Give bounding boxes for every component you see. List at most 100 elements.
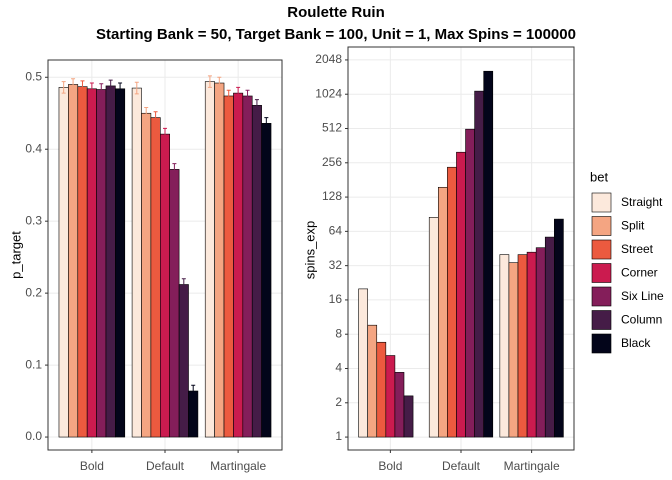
error-bar — [118, 82, 123, 96]
x-tick-label: Default — [442, 459, 481, 473]
error-bar — [226, 89, 231, 103]
error-bar — [264, 117, 269, 130]
error-bar — [108, 79, 113, 93]
error-bar — [236, 86, 241, 100]
bar — [188, 390, 199, 438]
y-tick-label: 0.0 — [25, 429, 42, 443]
bar — [367, 324, 378, 438]
y-tick-label: 1024 — [315, 86, 342, 100]
error-bar — [61, 81, 66, 94]
bar — [376, 341, 387, 438]
y-tick-label: 1 — [335, 429, 342, 443]
bar — [385, 355, 396, 438]
legend-title: bet — [590, 169, 608, 184]
bar — [204, 81, 215, 438]
legend-key — [591, 216, 612, 236]
panel-border — [347, 46, 575, 451]
bar — [86, 88, 97, 438]
error-bar — [245, 89, 250, 103]
error-bar — [254, 99, 259, 112]
legend-key — [591, 310, 612, 330]
bar — [223, 95, 234, 438]
y-axis-title: p_target — [8, 231, 23, 279]
bar — [105, 85, 116, 438]
bar — [68, 84, 79, 438]
y-tick-label: 16 — [329, 292, 343, 306]
x-tick-label: Default — [146, 459, 185, 473]
legend-key — [591, 333, 612, 354]
x-tick-label: Bold — [80, 459, 104, 473]
error-bar — [80, 80, 85, 93]
bar — [499, 254, 510, 438]
x-tick-label: Martingale — [504, 459, 560, 473]
x-tick-label: Bold — [378, 459, 402, 473]
y-tick-label: 0.3 — [25, 213, 42, 227]
bar — [428, 217, 439, 438]
legend-label: Six Line — [621, 289, 664, 303]
bar — [58, 87, 69, 438]
chart-subtitle: Starting Bank = 50, Target Bank = 100, U… — [96, 26, 576, 43]
error-bar — [163, 127, 167, 141]
bar — [437, 186, 448, 438]
y-tick-label: 8 — [335, 326, 342, 340]
y-tick-label: 2048 — [315, 52, 342, 66]
error-bar — [217, 76, 222, 90]
bar — [115, 88, 126, 438]
error-bar — [71, 78, 76, 91]
bar — [403, 395, 414, 438]
bar — [465, 128, 475, 438]
error-bar — [172, 163, 177, 176]
y-tick-label: 0.5 — [25, 69, 42, 83]
y-tick-label: 0.2 — [25, 285, 42, 299]
legend-label: Column — [621, 313, 662, 327]
legend-key — [591, 263, 612, 283]
bar — [517, 254, 528, 438]
bar — [141, 112, 152, 438]
bar — [447, 166, 457, 438]
bar — [483, 70, 494, 438]
y-tick-label: 64 — [329, 224, 343, 238]
y-axis-title: spins_exp — [302, 221, 317, 280]
error-bar — [144, 106, 149, 120]
y-tick-label: 512 — [322, 121, 342, 135]
legend-key — [591, 239, 612, 260]
bar — [526, 251, 537, 438]
legend-label: Street — [621, 242, 654, 256]
bar — [159, 133, 171, 438]
bar — [456, 151, 466, 438]
error-bar — [181, 278, 186, 291]
bar — [474, 90, 485, 438]
x-tick-label: Martingale — [210, 459, 266, 473]
y-tick-label: 2 — [335, 395, 342, 409]
bar — [242, 95, 253, 438]
bar — [150, 117, 161, 438]
error-bar — [134, 81, 139, 95]
chart-title: Roulette Ruin — [287, 4, 385, 21]
bar — [169, 169, 180, 438]
y-tick-label: 32 — [329, 258, 343, 272]
legend-label: Black — [621, 336, 651, 350]
bar — [394, 372, 405, 438]
bar — [358, 288, 368, 438]
bar — [261, 123, 272, 438]
bar — [233, 92, 244, 438]
error-bar — [191, 384, 196, 398]
error-bar — [89, 82, 94, 96]
legend-key — [591, 192, 612, 213]
bar — [535, 247, 546, 438]
y-tick-label: 0.4 — [25, 141, 42, 155]
bar — [508, 262, 519, 438]
bar — [131, 87, 142, 438]
y-tick-label: 4 — [335, 361, 342, 375]
bar — [544, 236, 555, 438]
legend-label: Straight — [621, 195, 663, 209]
bar — [214, 82, 225, 438]
bar — [251, 105, 262, 438]
panel-border — [47, 59, 283, 451]
y-tick-label: 256 — [322, 155, 342, 169]
bar — [96, 89, 107, 438]
y-tick-label: 0.1 — [25, 357, 42, 371]
legend-label: Corner — [621, 266, 658, 280]
error-bar — [153, 111, 158, 124]
